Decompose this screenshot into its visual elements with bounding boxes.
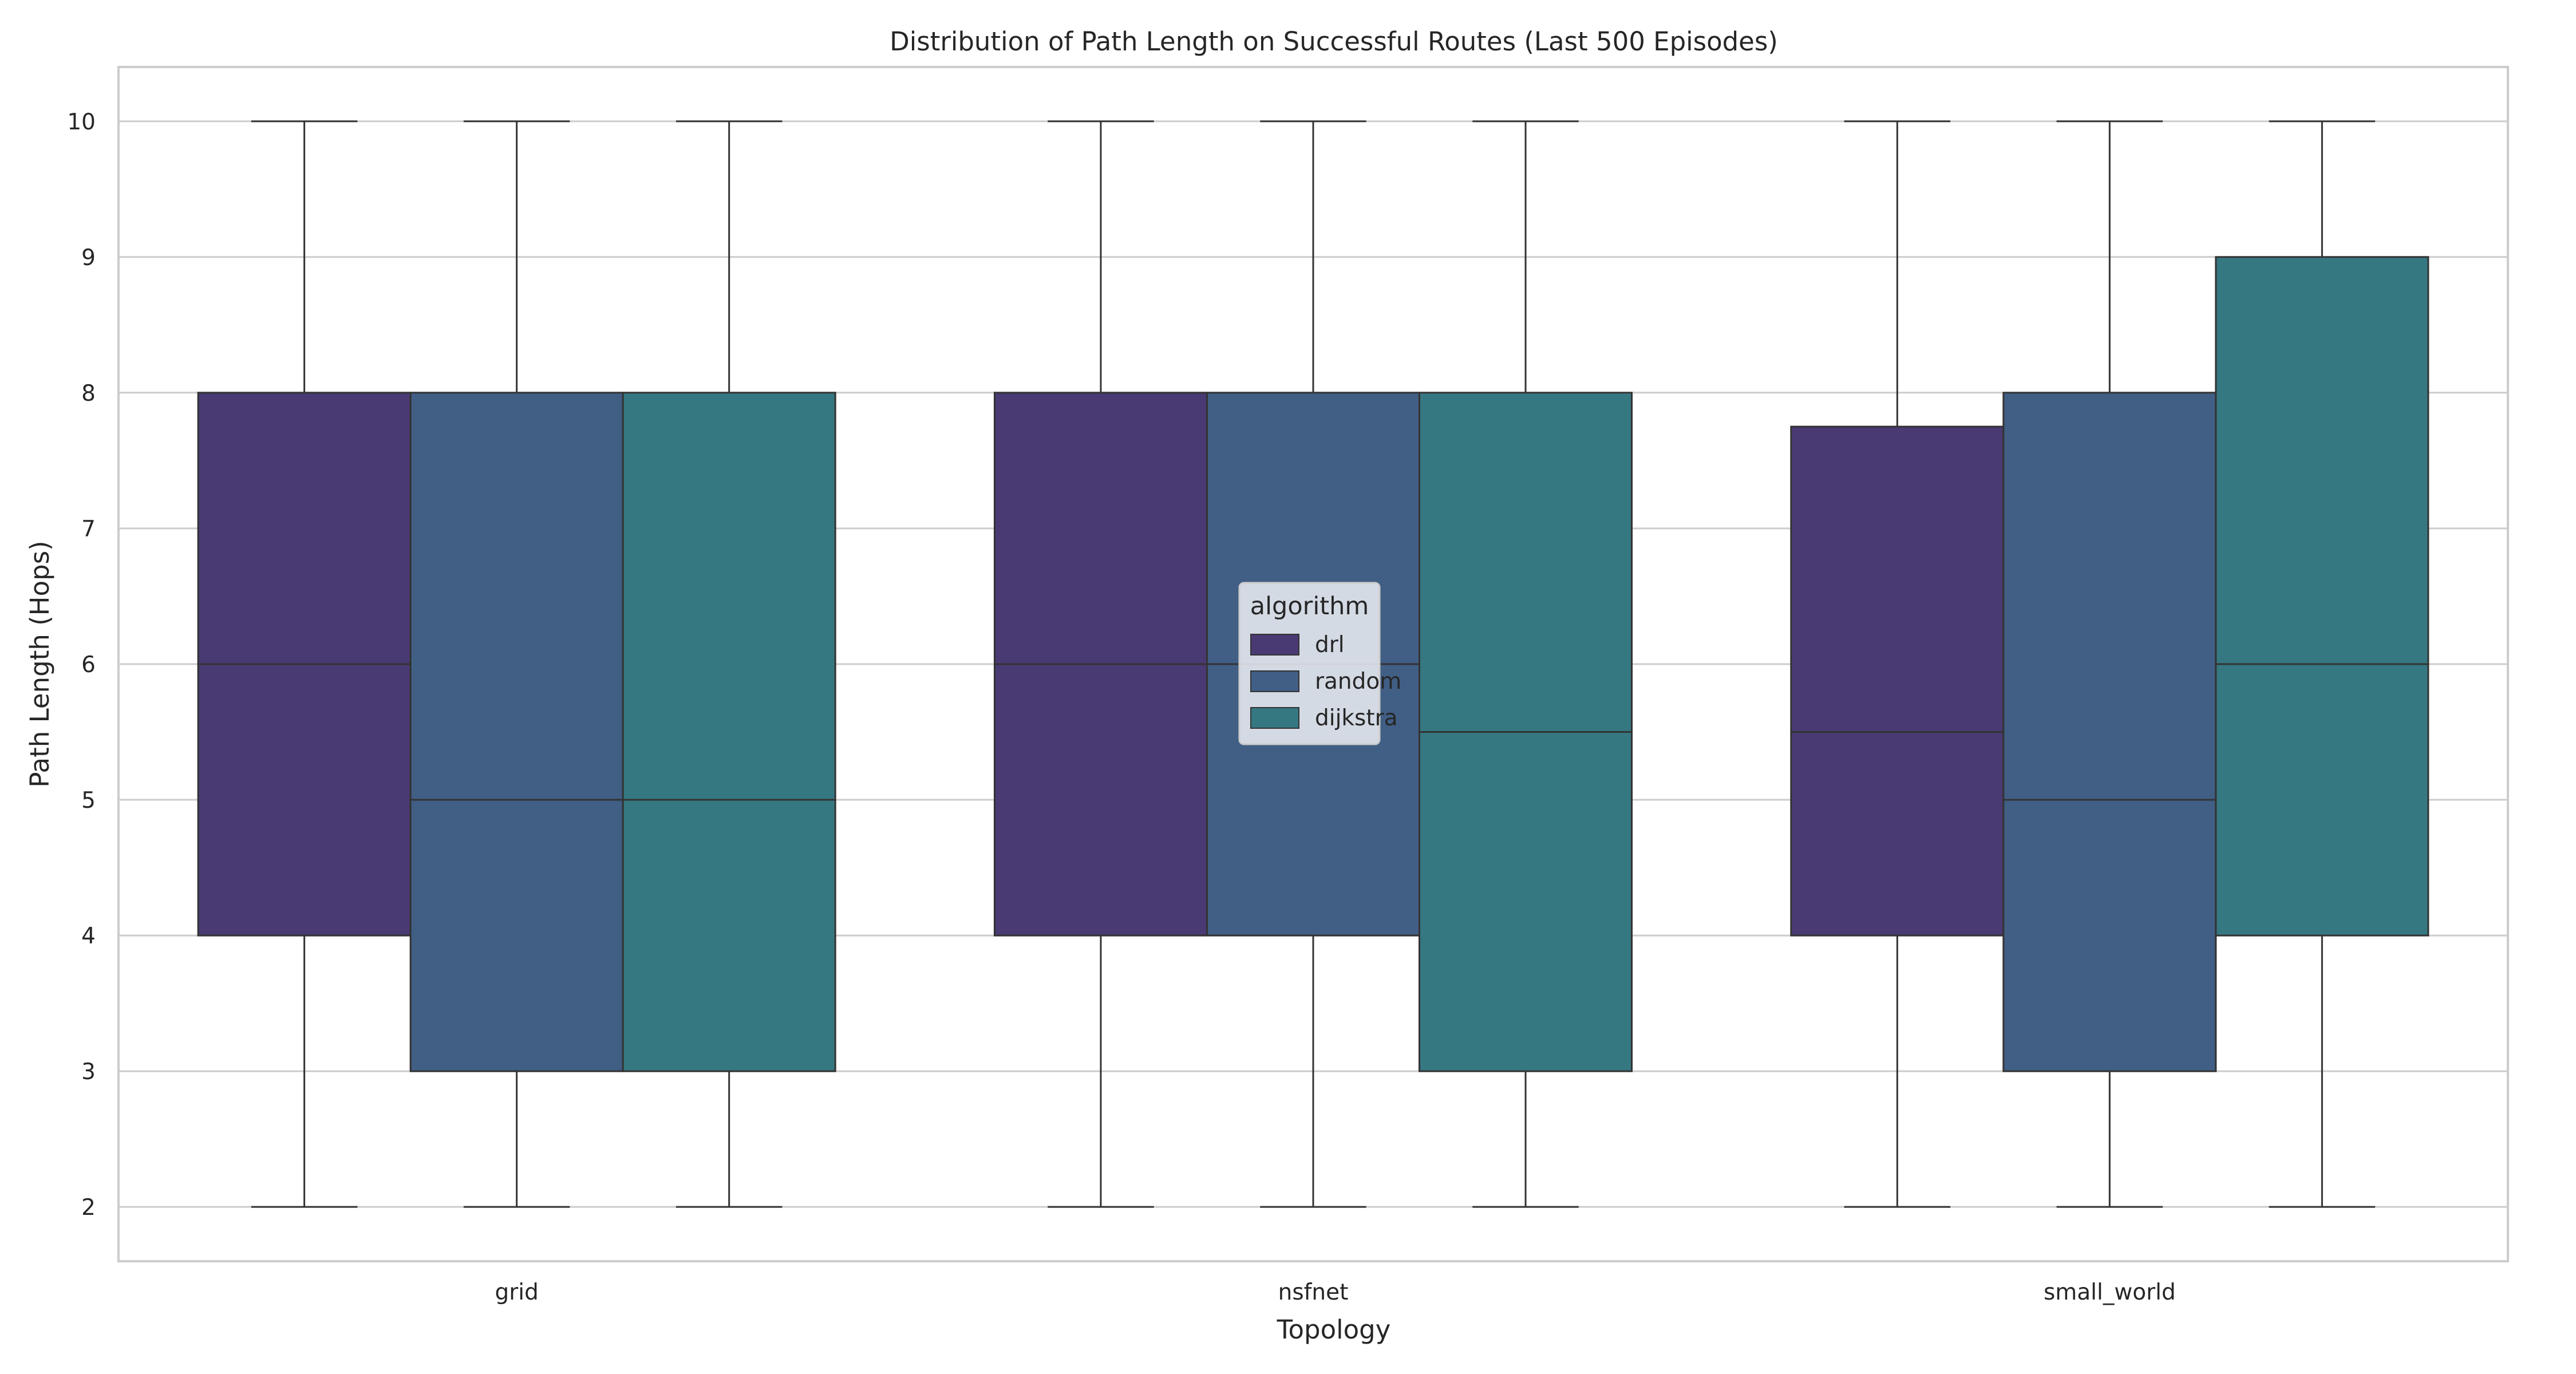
box-grid-dijkstra [622, 120, 836, 1208]
legend: algorithm drl random dijkstra [1238, 582, 1401, 745]
box-iqr [1790, 425, 2005, 937]
legend-swatch-drl [1250, 634, 1299, 656]
x-tick-label-grid: grid [495, 1280, 538, 1305]
y-tick-label: 8 [81, 381, 96, 406]
box-grid-random [409, 120, 624, 1208]
y-tick-label: 10 [67, 109, 96, 135]
y-tick-label: 2 [81, 1195, 96, 1221]
legend-label-random: random [1315, 669, 1401, 694]
y-axis-label: Path Length (Hops) [25, 540, 55, 787]
box-iqr [622, 392, 836, 1072]
legend-box [1238, 582, 1381, 745]
x-tick-label-nsfnet: nsfnet [1278, 1280, 1349, 1305]
legend-label-drl: drl [1315, 632, 1345, 658]
box-iqr [2002, 392, 2217, 1072]
y-tick-label: 9 [81, 245, 96, 271]
y-tick-label: 3 [81, 1059, 96, 1085]
box-nsfnet-drl [993, 120, 1208, 1208]
y-tick-label: 6 [81, 652, 96, 678]
plot-frame [117, 66, 2509, 1262]
legend-title: algorithm [1250, 592, 1369, 621]
y-tick-label: 5 [81, 788, 96, 814]
x-tick-label-small_world: small_world [2044, 1280, 2176, 1305]
boxes [197, 120, 2429, 1208]
box-small_world-random [2002, 120, 2217, 1208]
x-axis-label: Topology [1277, 1314, 1391, 1345]
y-tick-label: 7 [81, 516, 96, 542]
box-iqr [2215, 256, 2429, 937]
y-ticks: 2 3 4 5 6 7 8 9 10 [67, 109, 96, 1221]
box-small_world-drl [1790, 120, 2005, 1208]
legend-label-dijkstra: dijkstra [1315, 705, 1398, 731]
legend-swatch-dijkstra [1250, 707, 1299, 729]
y-tick-label: 4 [81, 923, 96, 949]
box-grid-drl [197, 120, 412, 1208]
box-small_world-dijkstra [2215, 120, 2429, 1208]
x-ticks: grid nsfnet small_world [495, 1280, 2175, 1305]
box-nsfnet-dijkstra [1419, 120, 1633, 1208]
chart-title: Distribution of Path Length on Successfu… [890, 26, 1778, 57]
box-iqr [409, 392, 624, 1072]
legend-swatch-random [1250, 670, 1299, 692]
